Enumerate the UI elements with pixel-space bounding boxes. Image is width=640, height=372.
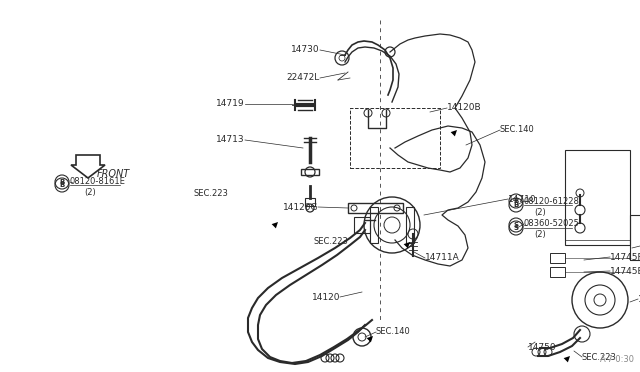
- Text: SEC.223: SEC.223: [313, 237, 348, 247]
- Bar: [550, 267, 565, 277]
- Polygon shape: [404, 242, 410, 248]
- Text: 14741: 14741: [638, 295, 640, 304]
- Text: 08120-8161E: 08120-8161E: [70, 177, 126, 186]
- Bar: [348, 203, 403, 213]
- Text: SEC.140: SEC.140: [500, 125, 535, 135]
- Text: 14711A: 14711A: [425, 253, 460, 263]
- Text: 14710: 14710: [508, 195, 536, 203]
- Bar: [406, 207, 414, 243]
- Text: 14120B: 14120B: [447, 103, 482, 112]
- Polygon shape: [271, 222, 278, 228]
- Text: 08360-52025: 08360-52025: [524, 219, 580, 228]
- Text: 14745F: 14745F: [610, 253, 640, 262]
- Bar: [630, 215, 640, 260]
- Text: SEC.223: SEC.223: [193, 189, 228, 199]
- Text: SEC.223: SEC.223: [582, 353, 617, 362]
- Text: B: B: [513, 202, 518, 208]
- Text: (2): (2): [534, 208, 546, 217]
- Text: 14120: 14120: [312, 292, 340, 301]
- Text: B: B: [60, 182, 65, 188]
- Text: SEC.140: SEC.140: [376, 327, 411, 337]
- Bar: [550, 253, 565, 263]
- Bar: [565, 150, 630, 245]
- Text: 14750: 14750: [528, 343, 557, 352]
- Text: (2): (2): [534, 231, 546, 240]
- Text: S: S: [513, 222, 518, 228]
- Bar: [370, 207, 378, 243]
- Text: 14719: 14719: [216, 99, 245, 109]
- Text: 14120G: 14120G: [282, 202, 318, 212]
- Text: B: B: [513, 198, 518, 204]
- Text: A·7·0:30: A·7·0:30: [600, 355, 635, 364]
- Bar: [305, 198, 315, 206]
- Polygon shape: [451, 130, 457, 137]
- Text: B: B: [60, 179, 65, 185]
- Bar: [350, 108, 440, 168]
- Polygon shape: [564, 356, 570, 362]
- Text: 08120-61228: 08120-61228: [524, 196, 580, 205]
- Bar: [301, 169, 319, 175]
- Text: 14745E: 14745E: [610, 266, 640, 276]
- Text: FRONT: FRONT: [97, 169, 131, 179]
- Polygon shape: [367, 336, 373, 342]
- Text: 14730: 14730: [291, 45, 320, 55]
- Text: 14713: 14713: [216, 135, 245, 144]
- Text: (2): (2): [84, 187, 96, 196]
- Text: S: S: [513, 225, 518, 231]
- Bar: [354, 217, 370, 233]
- Text: 22472L: 22472L: [287, 74, 320, 83]
